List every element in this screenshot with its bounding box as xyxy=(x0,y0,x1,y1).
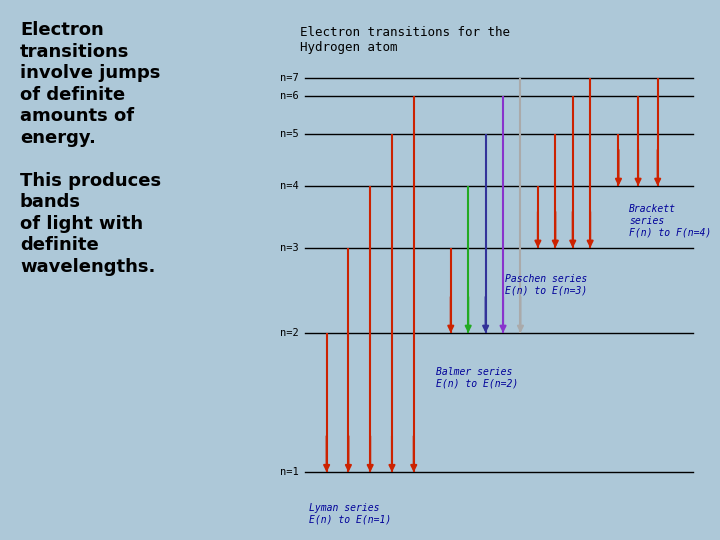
Text: Electron
transitions
involve jumps
of definite
amounts of
energy.
 
This produce: Electron transitions involve jumps of de… xyxy=(20,21,161,276)
Text: Balmer series
E(n) to E(n=2): Balmer series E(n) to E(n=2) xyxy=(436,367,518,388)
Text: n=1: n=1 xyxy=(279,467,298,477)
Text: n=3: n=3 xyxy=(279,243,298,253)
Text: Lyman series
E(n) to E(n=1): Lyman series E(n) to E(n=1) xyxy=(309,503,392,525)
Text: n=4: n=4 xyxy=(279,181,298,191)
Text: n=7: n=7 xyxy=(279,73,298,83)
Text: n=2: n=2 xyxy=(279,328,298,338)
Text: Paschen series
E(n) to E(n=3): Paschen series E(n) to E(n=3) xyxy=(505,274,588,295)
Text: Electron transitions for the
Hydrogen atom: Electron transitions for the Hydrogen at… xyxy=(300,26,510,54)
Text: Brackett
series
F(n) to F(n=4): Brackett series F(n) to F(n=4) xyxy=(629,204,711,237)
Text: n=5: n=5 xyxy=(279,130,298,139)
Text: n=6: n=6 xyxy=(279,91,298,101)
